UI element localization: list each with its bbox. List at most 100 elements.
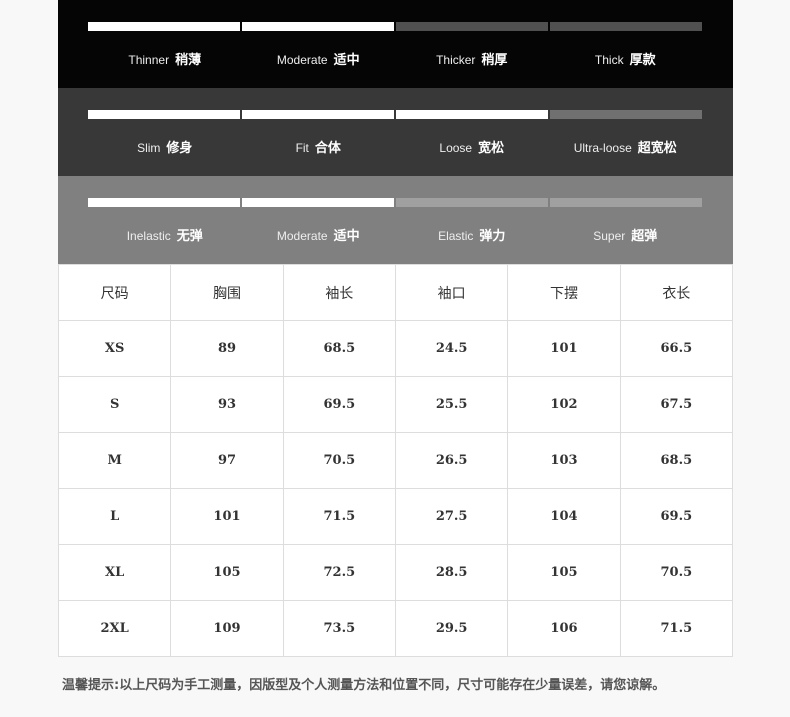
scale-label: Thick 厚款 xyxy=(549,50,703,71)
table-cell: 71.5 xyxy=(619,600,734,657)
table-cell: 109 xyxy=(170,600,284,657)
scale-bar xyxy=(88,22,702,31)
scale-segment xyxy=(396,110,548,119)
scale-label: Inelastic 无弹 xyxy=(88,226,242,247)
table-cell: 69.5 xyxy=(619,488,734,545)
label-en: Moderate xyxy=(276,53,328,67)
table-cell: 103 xyxy=(507,432,621,489)
table-cell: 25.5 xyxy=(394,376,509,433)
scale-thickness: Thinner 稍薄 Moderate 适中 Thicker 稍厚 Thick 厚款 xyxy=(58,0,733,88)
scale-segment xyxy=(396,22,548,31)
table-cell: 28.5 xyxy=(394,544,509,601)
table-cell: 24.5 xyxy=(394,320,509,377)
table-row: 2XL 109 73.5 29.5 106 71.5 xyxy=(57,600,734,657)
table-cell: XS xyxy=(57,320,172,377)
table-cell: 胸围 xyxy=(170,264,284,321)
scale-label: Ultra-loose 超宽松 xyxy=(549,138,703,159)
table-cell: 69.5 xyxy=(282,376,396,433)
table-cell: 104 xyxy=(507,488,621,545)
scale-label: Thinner 稍薄 xyxy=(88,50,242,71)
label-en: Inelastic xyxy=(126,229,171,243)
scale-segment xyxy=(550,110,702,119)
table-cell: M xyxy=(57,432,172,489)
label-zh: 超宽松 xyxy=(637,141,677,156)
table-cell: 袖口 xyxy=(394,264,509,321)
table-cell: 97 xyxy=(170,432,284,489)
table-row: M 97 70.5 26.5 103 68.5 xyxy=(57,432,734,489)
scale-segment xyxy=(242,198,394,207)
size-table: 尺码 胸围 袖长 袖口 下摆 衣长 XS 89 68.5 24.5 101 66.5 S 93 69.5 25… xyxy=(57,264,734,657)
label-zh: 超弹 xyxy=(631,229,658,244)
label-zh: 厚款 xyxy=(629,53,656,68)
scale-bar xyxy=(88,110,702,119)
table-header-row: 尺码 胸围 袖长 袖口 下摆 衣长 xyxy=(57,264,734,321)
table-cell: 68.5 xyxy=(282,320,396,377)
table-cell: 89 xyxy=(170,320,284,377)
label-zh: 稍厚 xyxy=(481,53,508,68)
scale-label: Slim 修身 xyxy=(88,138,242,159)
label-zh: 弹力 xyxy=(479,229,506,244)
table-cell: 105 xyxy=(507,544,621,601)
scale-label: Thicker 稍厚 xyxy=(395,50,549,71)
scale-segment xyxy=(242,22,394,31)
scale-segment xyxy=(88,198,240,207)
label-zh: 适中 xyxy=(333,229,360,244)
label-zh: 稍薄 xyxy=(175,53,202,68)
scale-label: Moderate 适中 xyxy=(242,50,396,71)
scale-fit: Slim 修身 Fit 合体 Loose 宽松 Ultra-loose 超宽松 xyxy=(58,88,733,176)
label-en: Moderate xyxy=(276,229,328,243)
scale-label: Elastic 弹力 xyxy=(395,226,549,247)
scale-segment xyxy=(88,22,240,31)
scale-label: Super 超弹 xyxy=(549,226,703,247)
scale-label: Loose 宽松 xyxy=(395,138,549,159)
table-cell: 73.5 xyxy=(282,600,396,657)
scale-segment xyxy=(396,198,548,207)
table-cell: 106 xyxy=(507,600,621,657)
label-en: Thick xyxy=(594,53,624,67)
table-cell: 26.5 xyxy=(394,432,509,489)
table-cell: 66.5 xyxy=(619,320,734,377)
table-cell: 29.5 xyxy=(394,600,509,657)
table-row: L 101 71.5 27.5 104 69.5 xyxy=(57,488,734,545)
table-cell: 2XL xyxy=(57,600,172,657)
table-cell: 下摆 xyxy=(507,264,621,321)
table-cell: S xyxy=(57,376,172,433)
table-cell: 101 xyxy=(507,320,621,377)
table-cell: XL xyxy=(57,544,172,601)
table-cell: 尺码 xyxy=(57,264,172,321)
table-row: XS 89 68.5 24.5 101 66.5 xyxy=(57,320,734,377)
size-chart: Thinner 稍薄 Moderate 适中 Thicker 稍厚 Thick 厚款 Slim 修… xyxy=(57,0,734,657)
table-cell: 71.5 xyxy=(282,488,396,545)
scale-bar xyxy=(88,198,702,207)
scale-segment xyxy=(242,110,394,119)
measurement-note: 温馨提示:以上尺码为手工测量，因版型及个人测量方法和位置不同，尺寸可能存在少量误… xyxy=(62,678,666,693)
table-cell: 袖长 xyxy=(282,264,396,321)
label-en: Loose xyxy=(439,141,473,155)
label-en: Fit xyxy=(295,141,309,155)
table-cell: L xyxy=(57,488,172,545)
table-row: XL 105 72.5 28.5 105 70.5 xyxy=(57,544,734,601)
label-en: Thicker xyxy=(436,53,476,67)
scale-elasticity: Inelastic 无弹 Moderate 适中 Elastic 弹力 Super 超弹 xyxy=(58,176,733,264)
scale-segment xyxy=(88,110,240,119)
label-en: Elastic xyxy=(438,229,474,243)
label-zh: 适中 xyxy=(333,53,360,68)
scale-segment xyxy=(550,22,702,31)
table-cell: 93 xyxy=(170,376,284,433)
label-zh: 无弹 xyxy=(176,229,203,244)
table-cell: 105 xyxy=(170,544,284,601)
table-row: S 93 69.5 25.5 102 67.5 xyxy=(57,376,734,433)
label-zh: 宽松 xyxy=(478,141,505,156)
scale-segment xyxy=(550,198,702,207)
attribute-scales: Thinner 稍薄 Moderate 适中 Thicker 稍厚 Thick 厚款 Slim 修… xyxy=(58,0,733,264)
label-en: Thinner xyxy=(128,53,170,67)
label-zh: 修身 xyxy=(166,141,193,156)
table-cell: 70.5 xyxy=(282,432,396,489)
label-zh: 合体 xyxy=(314,141,341,156)
table-cell: 27.5 xyxy=(394,488,509,545)
label-en: Ultra-loose xyxy=(573,141,632,155)
table-cell: 70.5 xyxy=(619,544,734,601)
scale-label: Moderate 适中 xyxy=(242,226,396,247)
table-cell: 102 xyxy=(507,376,621,433)
scale-label: Fit 合体 xyxy=(242,138,396,159)
